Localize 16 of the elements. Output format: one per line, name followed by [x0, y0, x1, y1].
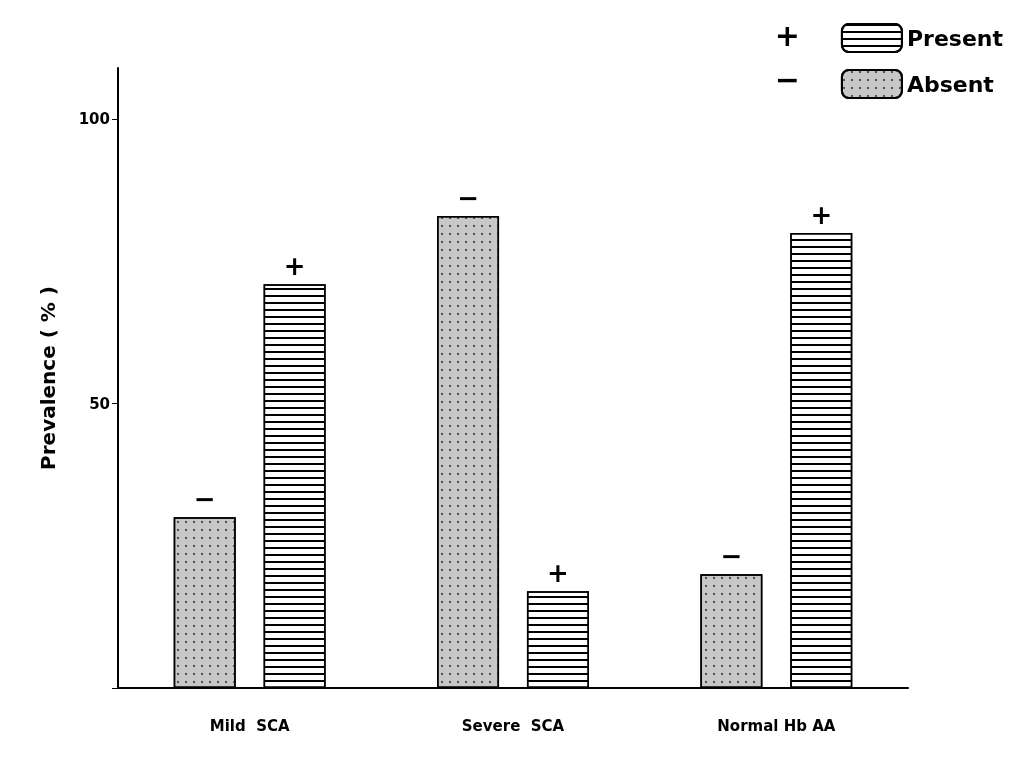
data-label: +	[810, 199, 833, 230]
text: +	[774, 17, 800, 53]
data-label: −	[457, 182, 479, 213]
data-label: −	[193, 484, 216, 515]
y-axis-title: Prevalence ( % )	[36, 286, 60, 470]
y-tick-label: 100	[78, 110, 110, 129]
x-tick-label: Mild SCA	[209, 716, 290, 735]
data-label: +	[283, 251, 306, 282]
data-label: +	[547, 558, 569, 589]
legend-label: Present	[906, 25, 1004, 51]
x-tick-label: Normal Hb AA	[717, 716, 836, 735]
text: −	[774, 61, 800, 97]
data-label: −	[720, 541, 743, 572]
y-tick-label: 50	[89, 394, 110, 413]
legend-label: Absent	[906, 71, 995, 97]
x-tick-label: Severe SCA	[461, 716, 565, 735]
